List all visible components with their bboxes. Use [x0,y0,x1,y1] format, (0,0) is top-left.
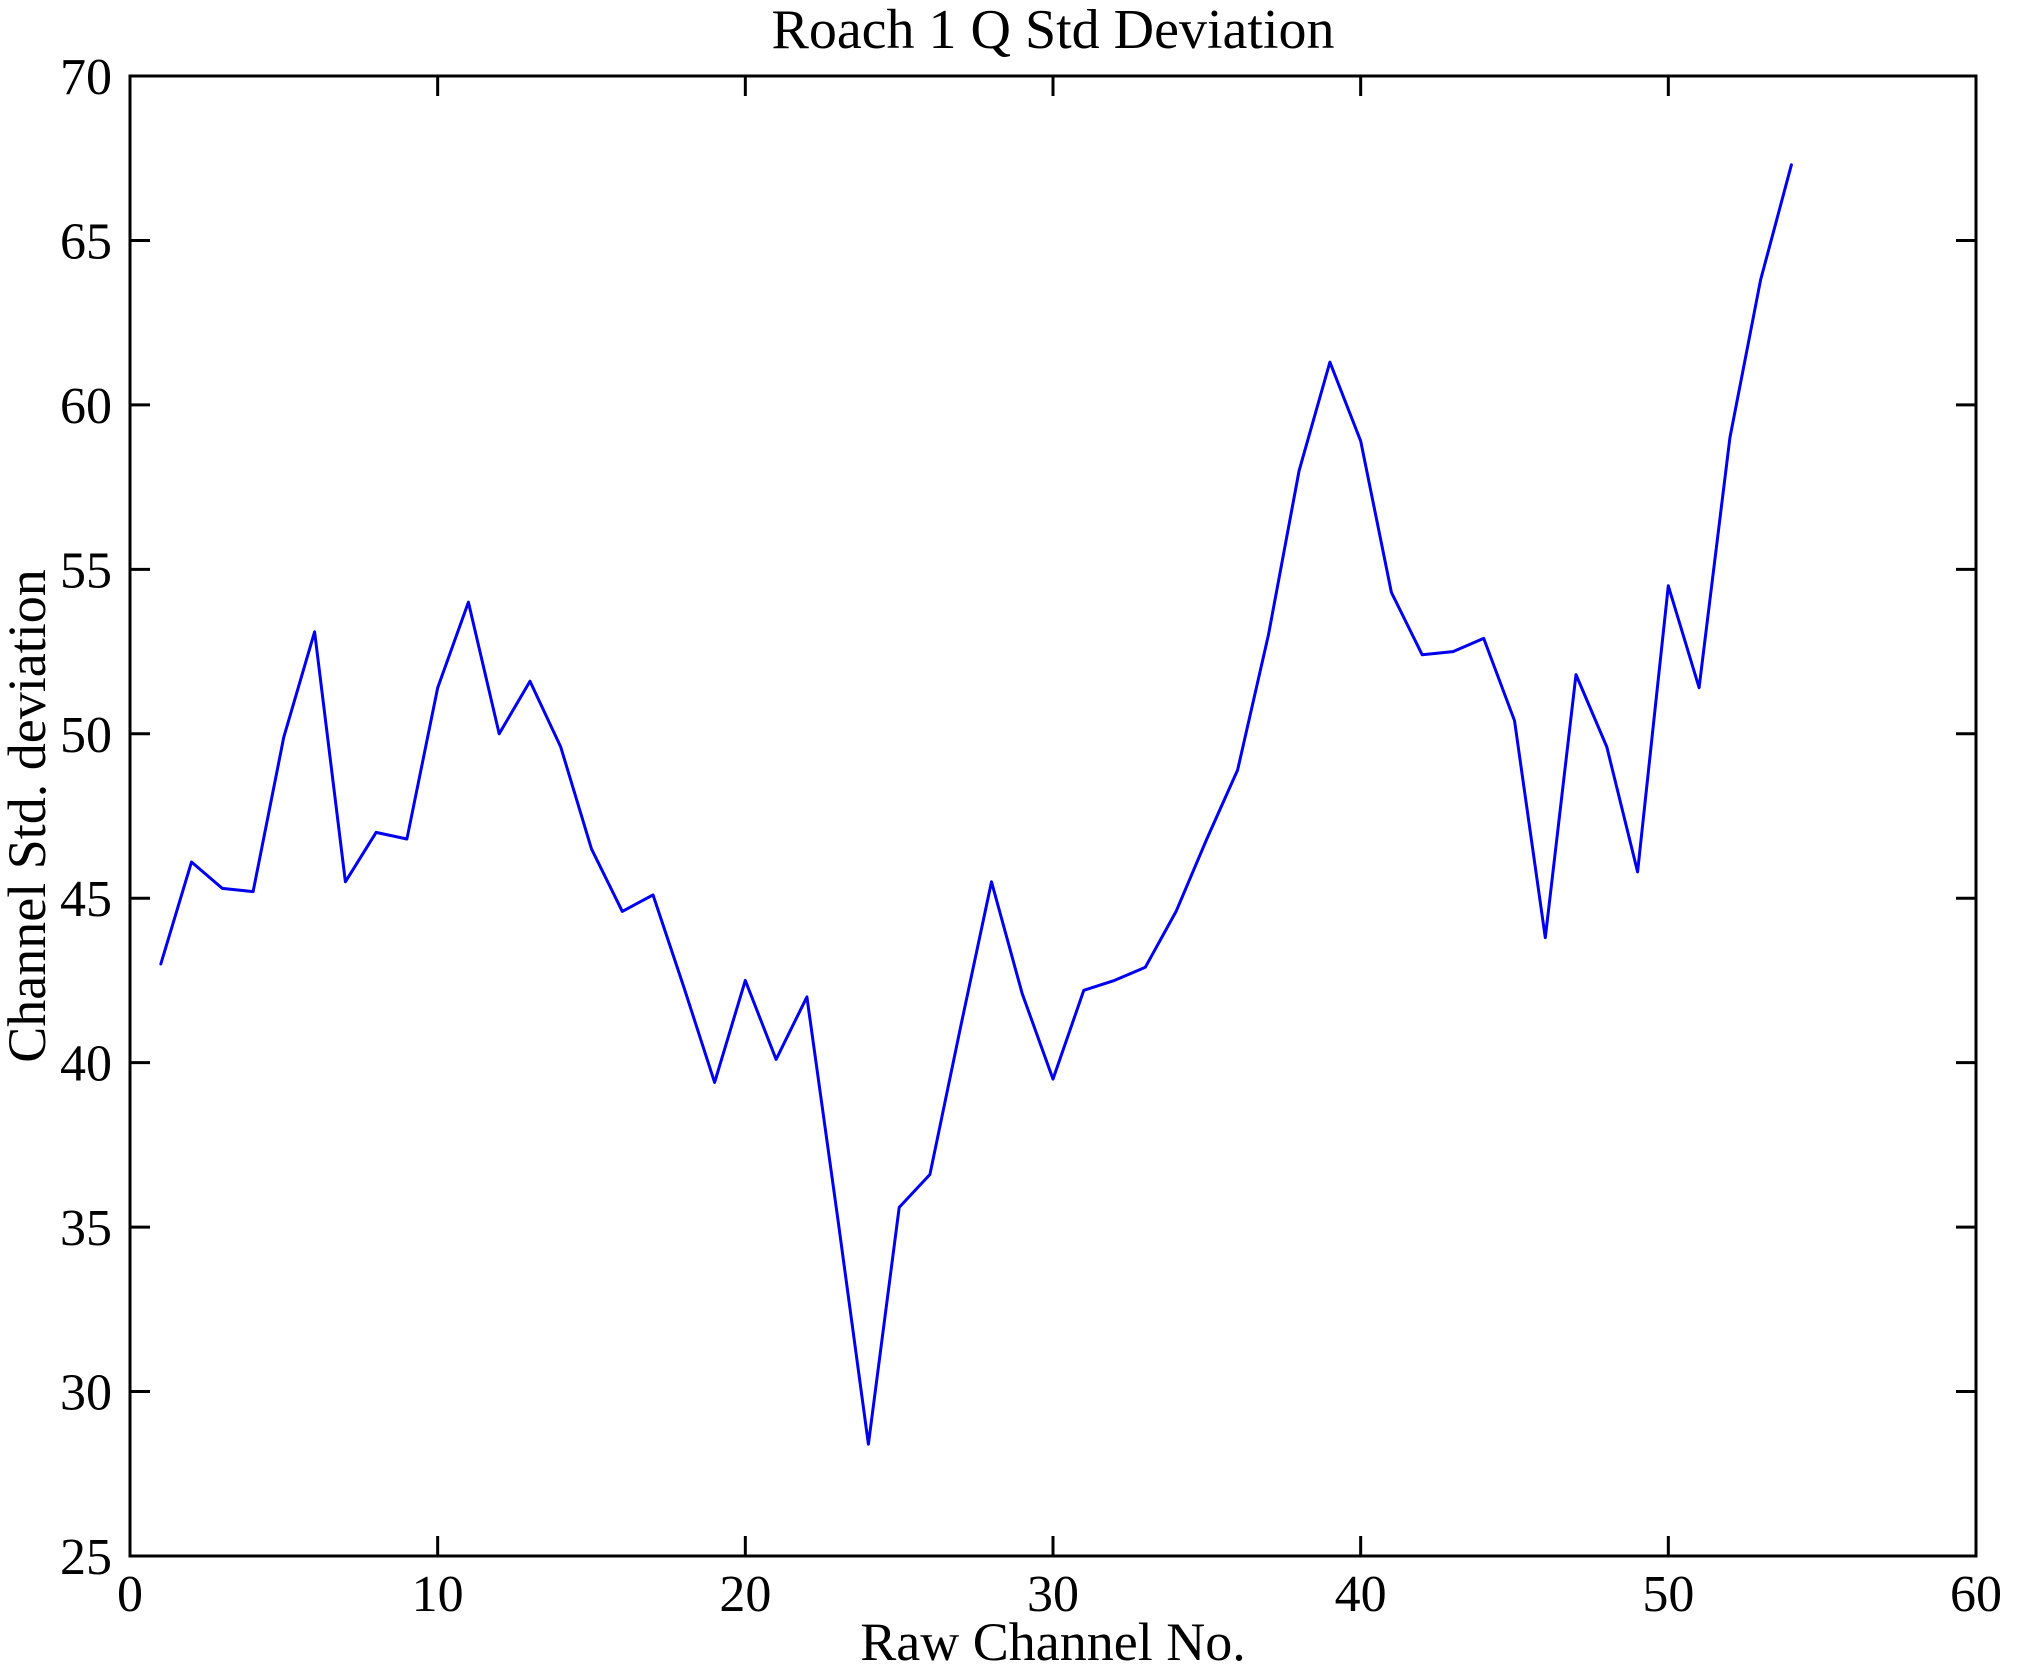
plot-area [128,74,1978,1558]
x-tick-label: 30 [1027,1566,1079,1623]
x-tick-label: 50 [1642,1566,1694,1623]
y-tick-label: 40 [60,1036,112,1093]
y-tick-label: 65 [60,213,112,270]
axis-ticks: 0 10 20 30 40 50 60 25 30 35 40 45 50 55 60 65 70 [60,49,2002,1623]
std-deviation-line [159,163,1793,1446]
x-tick-label: 0 [117,1566,143,1623]
chart-title: Roach 1 Q Std Deviation [771,0,1334,61]
y-tick-label: 50 [60,707,112,764]
x-tick-label: 60 [1950,1566,2002,1623]
y-tick-label: 45 [60,871,112,928]
y-tick-label: 30 [60,1365,112,1422]
x-tick-label: 10 [412,1566,464,1623]
y-tick-label: 70 [60,49,112,106]
y-tick-label: 60 [60,378,112,435]
x-tick-label: 40 [1335,1566,1387,1623]
y-tick-label: 55 [60,542,112,599]
x-tick-label: 20 [719,1566,771,1623]
x-axis-label: Raw Channel No. [860,1612,1245,1671]
y-tick-label: 35 [60,1200,112,1257]
y-tick-label: 25 [60,1529,112,1586]
y-axis-label: Channel Std. deviation [0,569,57,1062]
data-series [159,163,1793,1446]
